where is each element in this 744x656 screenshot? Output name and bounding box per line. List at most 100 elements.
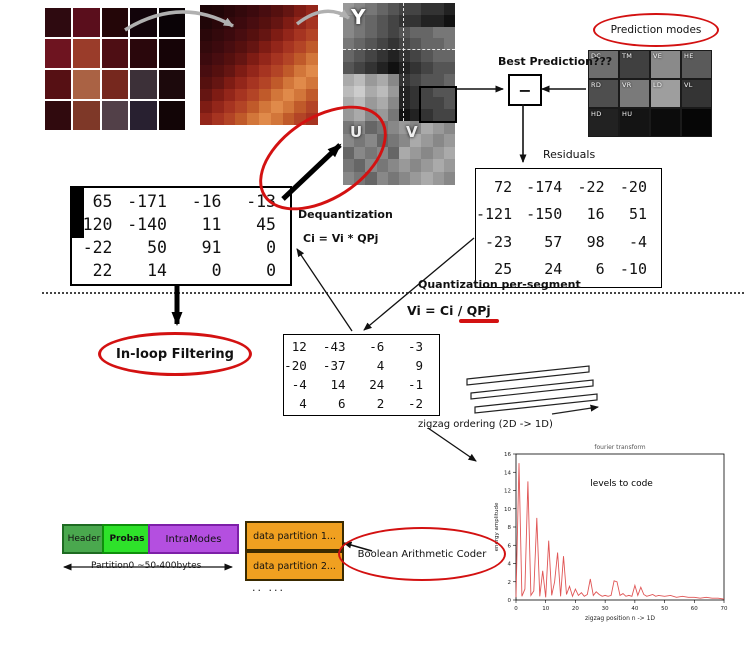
pixel-cell	[443, 38, 455, 51]
pixel-cell	[211, 53, 224, 65]
matrix-cell: -10	[619, 259, 647, 278]
x-tick-label: 50	[661, 606, 668, 612]
pixel-cell	[387, 3, 399, 15]
prediction-mode-label: VL	[684, 81, 693, 89]
pixel-cell	[343, 133, 355, 147]
pixel-cell	[247, 29, 259, 41]
pixel-cell	[343, 85, 355, 98]
pixel-cell	[73, 8, 100, 37]
pixel-cell	[247, 65, 259, 77]
pixel-cell	[306, 89, 318, 101]
matrix-cell: -4	[628, 232, 647, 251]
pixel-cell	[365, 85, 377, 98]
pixel-cell	[365, 159, 377, 173]
prediction-mode-label: HE	[684, 52, 694, 60]
pixel-cell	[443, 121, 455, 134]
matrix-cell: -174	[526, 178, 563, 197]
pixel-cell	[247, 17, 259, 29]
pixel-cell	[235, 17, 248, 29]
pixel-cell	[235, 77, 248, 89]
pixel-cell	[259, 29, 271, 41]
pixel-cell	[200, 41, 212, 53]
pixel-cell	[200, 29, 212, 41]
dotted-separator	[42, 292, 744, 294]
pixel-cell	[354, 146, 366, 160]
pixel-cell	[376, 38, 388, 51]
pixel-cell	[443, 61, 455, 74]
pixel-cell	[432, 121, 444, 134]
pixel-cell	[365, 73, 377, 86]
pixel-cell	[200, 101, 212, 113]
x-tick-label: 60	[691, 606, 698, 612]
pixel-cell	[343, 73, 355, 86]
pixel-cell	[270, 53, 283, 65]
pixel-cell	[270, 89, 283, 101]
matrix-cell: 24	[369, 377, 385, 392]
more-partitions-dots: .. ...	[252, 581, 285, 594]
y-plane-label: Y	[351, 5, 366, 29]
pixel-cell	[223, 5, 236, 17]
boolean-arithmetic-coder-ellipse: Boolean Arithmetic Coder	[338, 527, 506, 581]
pixel-cell	[365, 146, 377, 160]
partition-intramodes-box: IntraModes	[148, 524, 239, 554]
pixel-cell	[247, 101, 259, 113]
pixel-cell	[410, 26, 422, 39]
pixel-cell	[365, 14, 377, 27]
pixel-cell	[282, 29, 295, 41]
pixel-cell	[398, 3, 411, 15]
pixel-cell	[247, 89, 259, 101]
zigzag-strip-3	[474, 393, 598, 414]
x-tick-label: 30	[602, 606, 609, 612]
prediction-mode-label: DC	[591, 52, 602, 60]
pixel-cell	[73, 101, 100, 130]
pixel-cell	[306, 53, 318, 65]
pixel-cell	[432, 50, 444, 62]
pixel-cell	[101, 39, 129, 68]
pixel-cell	[343, 61, 355, 74]
pixel-cell	[259, 77, 271, 89]
quantization-formula: Vi = Ci / QPj	[407, 303, 491, 318]
prediction-mode-label: LD	[653, 81, 663, 89]
pixel-cell	[365, 97, 377, 110]
pixel-cell	[387, 50, 399, 62]
pixel-cell	[387, 109, 399, 121]
pixel-cell	[211, 17, 224, 29]
pixel-cell	[223, 17, 236, 29]
pixel-cell	[200, 53, 212, 65]
pixel-cell	[282, 53, 295, 65]
pixel-cell	[398, 109, 411, 121]
x-tick-label: 20	[572, 606, 579, 612]
y-plane: Y	[343, 3, 457, 123]
pixel-cell	[443, 73, 455, 86]
matrix-cell: 12	[291, 339, 307, 354]
pixel-cell	[282, 17, 295, 29]
pixel-cell	[432, 38, 444, 51]
pixel-cell	[235, 41, 248, 53]
x-tick-label: 70	[721, 606, 728, 612]
pixel-cell	[421, 109, 433, 121]
pixel-cell	[158, 8, 185, 37]
pixel-cell	[376, 172, 388, 185]
pixel-cell	[376, 50, 388, 62]
residuals-matrix: 72 -174 -22 -20 -121 -150 16 51 -23 57 98 -4 25 24 6 -1…	[475, 168, 662, 288]
pixel-cell	[365, 50, 377, 62]
pixel-cell	[235, 89, 248, 101]
line-quantized-to-dequant	[296, 248, 353, 332]
pixel-cell	[343, 121, 355, 134]
quantization-label: Quantization per-segment	[418, 278, 581, 291]
pixel-cell	[376, 85, 388, 98]
pixel-cell	[354, 97, 366, 110]
levels-chart: 0 10 20 30 40 50 60 70 0 2 4 6 8 10 12 14 16 fourier tran…	[490, 438, 732, 630]
pixel-cell	[101, 70, 129, 99]
prediction-mode-label: VE	[653, 52, 663, 60]
prediction-mode-rd: RD	[588, 79, 619, 108]
y-tick-label: 14	[504, 470, 511, 476]
prediction-mode-hd: HD	[588, 108, 619, 137]
prediction-mode-dc: DC	[588, 50, 619, 79]
pixel-cell	[306, 41, 318, 53]
pixel-cell	[410, 109, 422, 121]
pixel-cell	[432, 26, 444, 39]
matrix-cell: 91	[201, 238, 222, 257]
pixel-cell	[387, 121, 399, 134]
